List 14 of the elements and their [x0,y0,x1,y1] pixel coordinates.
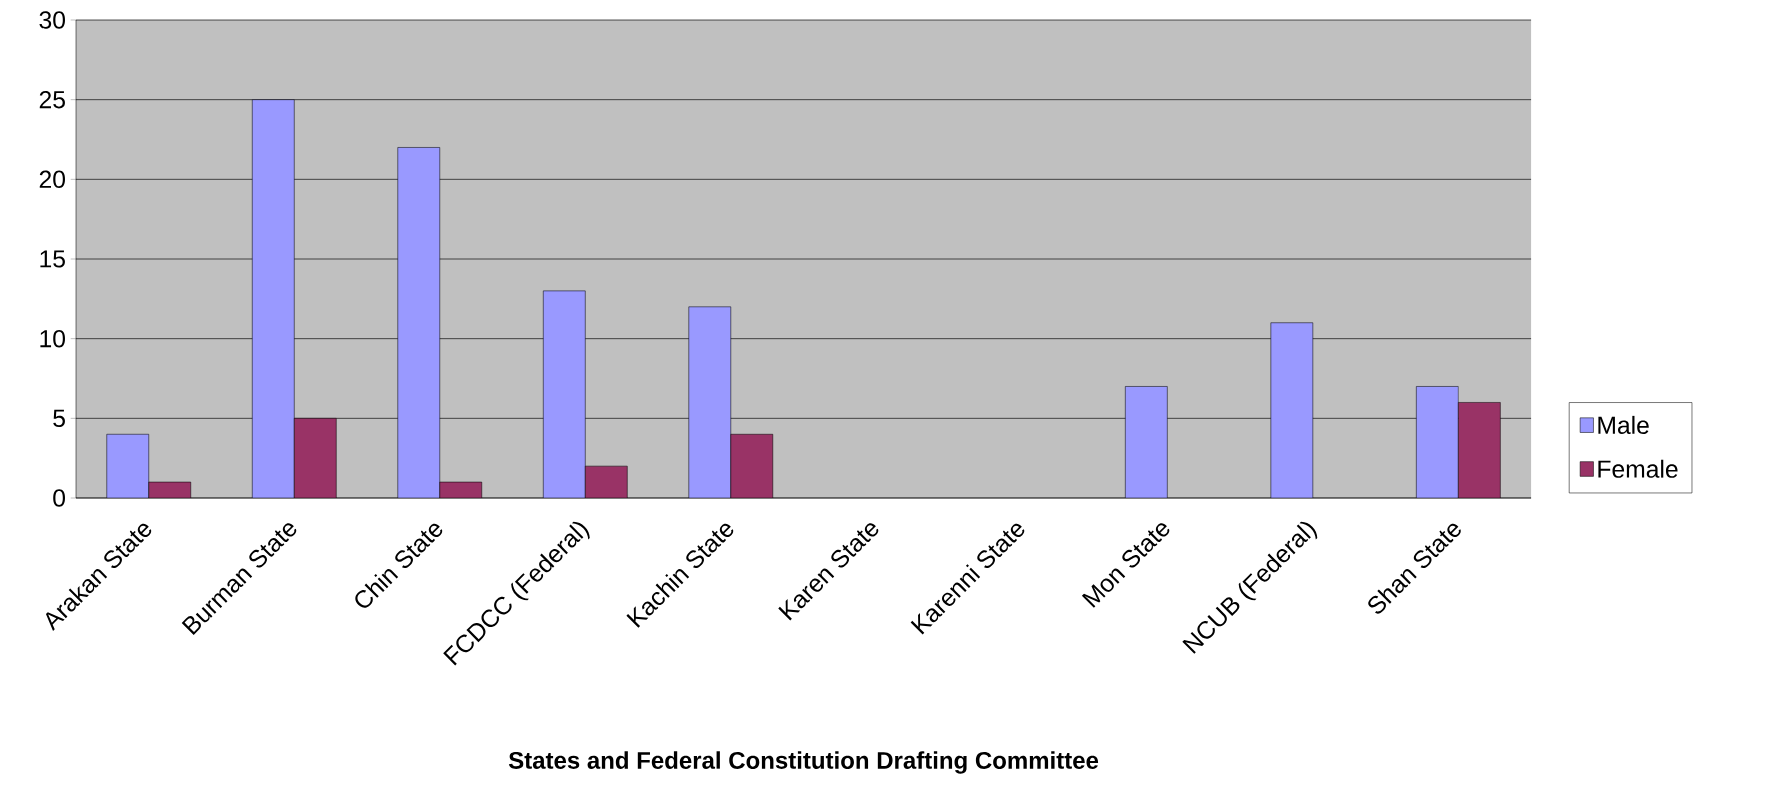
y-tick-label: 5 [53,409,65,427]
bar [730,434,774,498]
legend-label: Female [1598,459,1678,478]
y-tick-label: 30 [39,11,65,29]
y-tick-label: 25 [39,90,65,109]
y-tick-label: 10 [40,329,65,348]
bar [294,418,337,498]
y-tick-label: 15 [40,250,65,268]
bar [1458,402,1501,498]
y-tick-label: 20 [39,170,65,189]
bar [585,465,628,498]
legend-label: Male [1598,415,1649,434]
x-axis-title: States and Federal Constitution Drafting Committee [508,751,1099,774]
y-tick-label: 0 [53,489,65,507]
